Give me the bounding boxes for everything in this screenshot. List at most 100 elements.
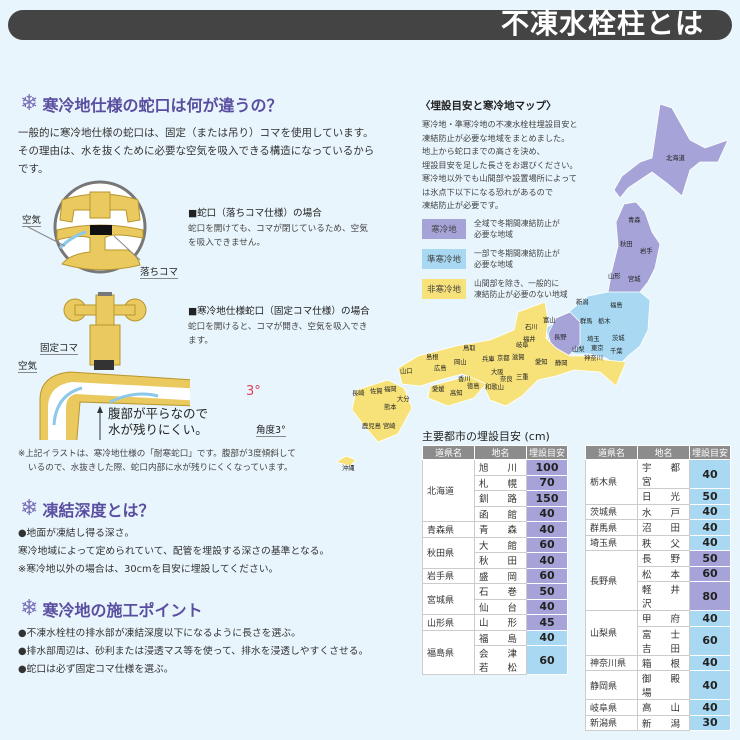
- map-label-prefecture: 千葉: [610, 346, 623, 355]
- prefecture-cell: 長野県: [585, 550, 638, 611]
- map-label-prefecture: 島根: [426, 352, 439, 361]
- table-row: 富士吉田 60: [586, 625, 731, 656]
- depth-cell: 40: [526, 552, 568, 569]
- depth-table-left: 道県名 地名 埋設目安 北海道 旭川 100 札幌 70 釧路 150 函館 40 青森県 青森 40 秋田県…: [422, 445, 568, 675]
- depth-cell: 60: [689, 565, 731, 582]
- map-label-prefecture: 鹿児島: [362, 421, 381, 430]
- table-row: 札幌 70: [423, 474, 568, 491]
- legend-item: 寒冷地 全域で冬期間凍結防止が 必要な地域: [422, 218, 568, 240]
- depth-cell: 40: [526, 521, 568, 538]
- table-row: 宮城県 石巻 50: [422, 583, 568, 615]
- prefecture-cell: 新潟県: [585, 714, 638, 731]
- depth-table-right: 道県名 地名 埋設目安 栃木県 宇都宮 40 日光 50 茨城県 水戸 40 群馬県 沼田 40 埼玉県 秩父…: [585, 445, 731, 731]
- city-cell: 札幌: [474, 474, 527, 491]
- table-header-row: 道県名 地名 埋設目安: [585, 445, 731, 460]
- map-label-prefecture: 青森: [628, 215, 641, 224]
- depth-table-title: 主要都市の埋設目安 (cm): [422, 430, 550, 443]
- snowflake-icon: ❄: [20, 91, 39, 116]
- column-header: 埋設目安: [689, 445, 731, 460]
- city-cell: 甲府: [637, 610, 690, 627]
- table-row: 新潟県 新潟 30: [585, 714, 731, 731]
- map-label-prefecture: 滋賀: [512, 352, 525, 361]
- map-label-prefecture: 群馬: [580, 316, 593, 325]
- prefecture-cell: 栃木県: [585, 459, 638, 505]
- section2-text: ●地面が凍結し得る深さ。 寒冷地域によって定められていて、配管を埋設する深さの基準…: [18, 528, 330, 575]
- map-title: 〈埋設目安と寒冷地マップ〉: [420, 100, 557, 112]
- depth-cell: 40: [689, 519, 731, 536]
- map-label-prefecture: 熊本: [384, 402, 397, 411]
- snowflake-icon: ❄: [20, 596, 39, 621]
- case2-description: ■寒冷地仕様蛇口（固定コマ仕様）の場合 蛇口を開けると、コマが開き、空気を吸入で…: [188, 306, 370, 346]
- depth-cell: 40: [689, 670, 731, 700]
- prefecture-cell: 茨城県: [585, 503, 638, 520]
- city-cell: 福島: [474, 629, 527, 646]
- map-label-prefecture: 山口: [400, 366, 413, 375]
- section-title-frost-depth: ❄ 凍結深度とは？: [20, 496, 155, 521]
- column-header: 道県名: [422, 445, 475, 460]
- table-row: 釧路 150: [423, 490, 568, 507]
- label-drop-koma: 落ちコマ: [140, 264, 179, 279]
- depth-cell: 40: [689, 534, 731, 551]
- map-label-prefecture: 鳥取: [463, 343, 476, 352]
- map-label-prefecture: 広島: [434, 363, 447, 372]
- map-label-prefecture: 静岡: [555, 358, 568, 367]
- depth-cell: 70: [526, 474, 568, 491]
- map-label-prefecture: 山形: [608, 271, 621, 280]
- depth-cell: 60: [526, 536, 568, 553]
- fixed-koma-faucet-diagram: [39, 292, 190, 440]
- city-cell: 秋田: [474, 552, 527, 569]
- map-label-prefecture: 香川: [458, 374, 471, 383]
- city-cell: 沼田: [637, 519, 690, 536]
- depth-cell: 40: [526, 629, 568, 646]
- snowflake-icon: ❄: [20, 496, 39, 521]
- city-cell: 盛岡: [474, 567, 527, 584]
- map-label-prefecture: 神奈川: [584, 353, 603, 362]
- city-cell: 宇都宮: [637, 459, 690, 489]
- city-cell: 函館: [474, 505, 527, 522]
- table-row: 神奈川県 箱根 40: [585, 654, 731, 671]
- map-label-prefecture: 山梨: [572, 344, 585, 353]
- table-row: 埼玉県 秩父 40: [585, 534, 731, 551]
- table-row: 秋田 40: [423, 552, 568, 569]
- city-cell: 富士吉田: [637, 625, 690, 656]
- table-row: 軽井沢 80: [586, 581, 731, 611]
- prefecture-cell: 岐阜県: [585, 699, 638, 716]
- table-row: 青森県 青森 40: [422, 521, 568, 538]
- table-row: 茨城県 水戸 40: [585, 503, 731, 520]
- map-label-prefecture: 愛知: [535, 357, 548, 366]
- prefecture-cell: 福島県: [422, 629, 475, 675]
- section1-paragraph: 一般的に寒冷地仕様の蛇口は、固定（または吊り）コマを使用しています。 その理由は、…: [18, 127, 375, 175]
- prefecture-cell: 宮城県: [422, 583, 475, 615]
- map-label-prefecture: 福岡: [384, 384, 397, 393]
- depth-cell: 80: [689, 581, 731, 611]
- map-label-prefecture: 石川: [525, 323, 538, 331]
- label-air-1: 空気: [22, 212, 42, 227]
- faucet-illustrations: [27, 180, 190, 440]
- city-cell: 長野: [637, 550, 690, 567]
- map-label-prefecture: 宮崎: [383, 421, 396, 430]
- map-label-prefecture: 長野: [554, 333, 567, 341]
- map-label-prefecture: 徳島: [467, 381, 480, 390]
- legend-desc: 全域で冬期間凍結防止が 必要な地域: [474, 219, 560, 239]
- prefecture-cell: 青森県: [422, 521, 475, 538]
- map-label-prefecture: 沖縄: [342, 463, 355, 472]
- map-label-prefecture: 福島: [610, 300, 623, 309]
- section-title-text: 寒冷地仕様の蛇口は何が違うの？: [42, 96, 283, 115]
- map-label-prefecture: 岩手: [640, 246, 653, 255]
- map-region-shikoku: [427, 375, 487, 407]
- city-cell: 山形: [474, 614, 527, 631]
- section3-text: ●不凍水栓柱の排水部が凍結深度以下になるように長さを選ぶ。 ●排水部周辺は、砂利ま…: [18, 628, 369, 675]
- table-row: 会津若松 60: [423, 645, 568, 675]
- legend-desc: 一部で冬期間凍結防止が 必要な地域: [474, 249, 560, 269]
- city-cell: 御殿場: [637, 670, 690, 700]
- city-cell: 松本: [637, 565, 690, 582]
- legend-item: 非寒冷地 山間部を除き、一般的に 凍結防止が必要のない地域: [422, 278, 568, 300]
- table-row: 山梨県 甲府 40: [585, 610, 731, 656]
- map-label-prefecture: 兵庫: [482, 354, 495, 363]
- prefecture-cell: 岩手県: [422, 567, 475, 584]
- prefecture-cell: 埼玉県: [585, 534, 638, 551]
- prefecture-cell: 群馬県: [585, 519, 638, 536]
- map-label-prefecture: 三重: [516, 373, 529, 381]
- depth-cell: 45: [526, 614, 568, 631]
- map-label-prefecture: 新潟: [576, 297, 589, 306]
